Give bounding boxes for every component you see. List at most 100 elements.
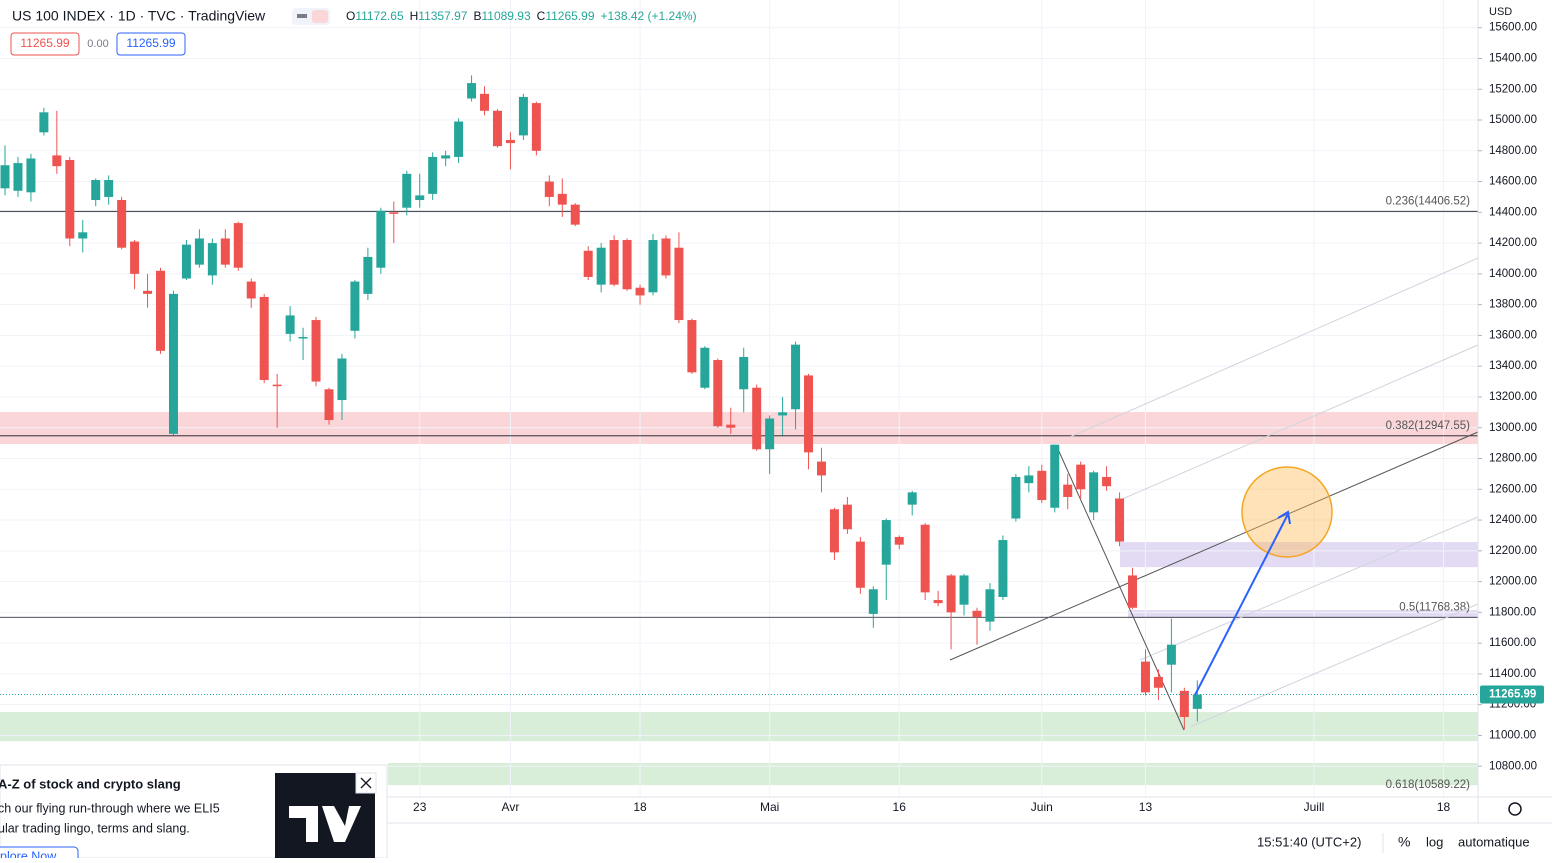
candle-body xyxy=(246,281,256,299)
currency[interactable]: USD xyxy=(1489,6,1512,18)
y-tick-label: 15200.00 xyxy=(1489,83,1537,95)
y-tick-label: 15400.00 xyxy=(1489,52,1537,64)
time-axis: 23 Avr 18 Mai 16 Juin 13 Juill 18 xyxy=(413,800,1451,814)
candle-body xyxy=(454,121,464,157)
popup-title: A-Z of stock and crypto slang xyxy=(0,776,181,791)
y-tick-label: 14200.00 xyxy=(1489,237,1537,249)
candle-body xyxy=(544,181,554,197)
y-tick-label: 15000.00 xyxy=(1489,114,1537,126)
grid xyxy=(0,0,1478,797)
candle-body xyxy=(363,256,373,294)
candle-body xyxy=(531,103,541,151)
y-tick-label: 12600.00 xyxy=(1489,483,1537,495)
percent-toggle[interactable]: % xyxy=(1398,834,1410,850)
y-tick-label: 12400.00 xyxy=(1489,514,1537,526)
x-tick-label: 23 xyxy=(413,800,427,814)
spread: 0.00 xyxy=(87,38,108,50)
candle-body xyxy=(1024,475,1034,484)
candle-body xyxy=(350,281,360,331)
price-axis: 10800.0011000.0011200.0011400.0011600.00… xyxy=(1478,22,1544,772)
sell-price: 11265.99 xyxy=(20,36,69,50)
promo-popup: A-Z of stock and crypto slang ch our fly… xyxy=(0,764,388,863)
level-label: 0.236(14406.52) xyxy=(1386,195,1471,207)
candle-body xyxy=(1102,476,1112,487)
last-price-label: 11265.99 xyxy=(1489,689,1536,701)
icon xyxy=(312,10,328,23)
ohlc-value: 11172.65 xyxy=(355,9,404,23)
candle-body xyxy=(998,540,1008,597)
candle-body xyxy=(791,344,801,410)
y-tick-label: 11800.00 xyxy=(1489,606,1536,618)
candle-body xyxy=(622,240,632,290)
ohlc-key: B xyxy=(473,9,481,23)
candle-body xyxy=(778,412,788,416)
channel-line xyxy=(1189,603,1479,728)
icon xyxy=(297,14,307,18)
candle-body xyxy=(609,240,619,285)
y-tick-label: 12000.00 xyxy=(1489,576,1537,588)
y-tick-label: 14000.00 xyxy=(1489,268,1537,280)
buy-box[interactable] xyxy=(116,32,186,56)
y-tick-label: 15600.00 xyxy=(1489,22,1537,34)
settings-icon[interactable] xyxy=(1508,802,1522,816)
candle-body xyxy=(648,240,658,293)
popup-button-label[interactable]: plore Now xyxy=(0,849,57,863)
level-label: 0.5(11768.38) xyxy=(1399,601,1470,613)
candle-body xyxy=(1128,575,1138,608)
candle-body xyxy=(570,204,580,225)
x-tick-label: 13 xyxy=(1139,800,1153,814)
x-tick-label: Mai xyxy=(760,800,779,814)
close-icon xyxy=(360,777,372,789)
candle-body xyxy=(0,165,10,189)
candles xyxy=(0,75,1478,730)
candle-body xyxy=(855,541,865,588)
candle-body xyxy=(752,387,762,450)
candle-body xyxy=(700,347,710,388)
y-tick-label: 12800.00 xyxy=(1489,453,1537,465)
x-tick-label: 18 xyxy=(633,800,647,814)
candle-body xyxy=(1011,476,1021,519)
candle-body xyxy=(1153,676,1163,688)
candle-body xyxy=(272,384,282,387)
x-tick-label: Juill xyxy=(1304,800,1325,814)
candle-body xyxy=(104,180,114,197)
sell-box[interactable] xyxy=(10,32,80,56)
candle-body xyxy=(933,600,943,604)
candle-body xyxy=(324,389,334,421)
candle-body xyxy=(389,212,399,214)
ohlc-key: H xyxy=(410,9,419,23)
candle-body xyxy=(91,180,101,201)
zone xyxy=(0,712,1478,742)
candle-body xyxy=(143,290,153,294)
popup-text: ular trading lingo, terms and slang. xyxy=(0,821,190,835)
candle-body xyxy=(311,320,321,382)
candle-body xyxy=(1076,464,1086,490)
candle-body xyxy=(946,575,956,613)
auto-toggle[interactable]: automatique xyxy=(1458,834,1530,849)
y-tick-label: 12200.00 xyxy=(1489,545,1537,557)
ohlc-change: +138.42 (+1.24%) xyxy=(601,9,697,23)
candle-body xyxy=(428,156,438,194)
ohlc-key: O xyxy=(346,9,355,23)
log-toggle[interactable]: log xyxy=(1426,834,1443,849)
candle-body xyxy=(583,250,593,277)
candle-body xyxy=(1115,498,1125,542)
candle-body xyxy=(402,173,412,208)
candle-body xyxy=(765,418,775,450)
x-tick-label: 18 xyxy=(1437,800,1451,814)
candle-body xyxy=(842,504,852,530)
candle-body xyxy=(1166,644,1176,665)
candle-body xyxy=(1192,694,1202,709)
candle-body xyxy=(220,238,230,265)
y-tick-label: 13400.00 xyxy=(1489,360,1537,372)
candle-body xyxy=(985,589,995,622)
last-price-box xyxy=(1480,685,1544,704)
candle-body xyxy=(337,358,347,401)
candle-body xyxy=(259,296,269,381)
candle-body xyxy=(39,112,49,133)
fib-levels: 0.236(14406.52) 0.382(12947.55) 0.5(11768.… xyxy=(0,195,1478,791)
candle-body xyxy=(804,375,814,453)
candle-body xyxy=(376,210,386,268)
zone xyxy=(1120,542,1478,568)
y-tick-label: 11000.00 xyxy=(1489,729,1536,741)
